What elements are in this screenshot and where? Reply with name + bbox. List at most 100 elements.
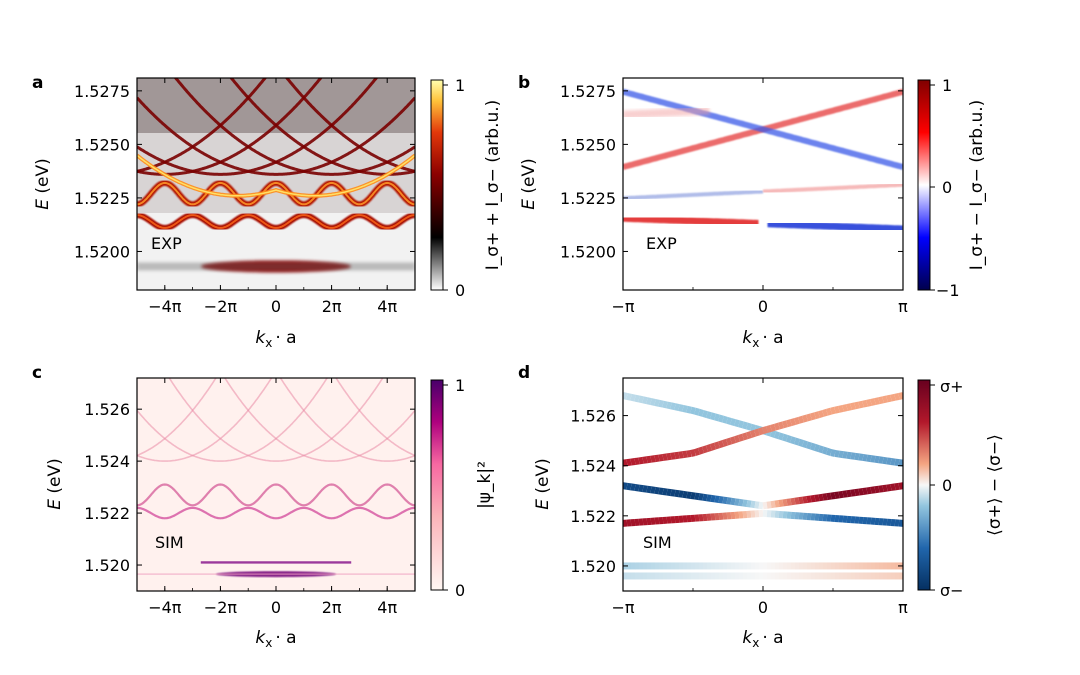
band-segment-2 <box>786 498 792 506</box>
band-segment-0 <box>874 455 880 464</box>
x-tick-label: 0 <box>758 297 768 316</box>
band-segment-0 <box>809 442 817 451</box>
band-segment-2 <box>623 482 628 490</box>
band-segment-0 <box>658 399 664 408</box>
band-3-left <box>623 189 764 201</box>
dispersive-band <box>137 96 415 176</box>
x-tick-label: 0 <box>271 297 281 316</box>
dispersive-band <box>137 78 268 173</box>
panel-d: d −π 0 π 1.520 1.522 1.524 1.526 SIM E (eV) kx… <box>518 363 1005 650</box>
band-segment-2 <box>758 501 764 510</box>
band-segment-2 <box>658 487 664 495</box>
band-segment-0 <box>834 449 840 458</box>
band-segment-0 <box>777 432 785 441</box>
flat-band-tail <box>137 262 415 271</box>
band-segment-2 <box>846 489 852 498</box>
panel-c-colorbar <box>430 379 444 591</box>
band-segment-2 <box>762 501 768 510</box>
band-segment-1 <box>810 412 816 421</box>
band-segment-1 <box>770 423 776 432</box>
band-segment-2 <box>738 498 744 507</box>
panel-a-heatmap <box>137 78 415 290</box>
panel-b-cbar-tick-max: 1 <box>942 76 952 95</box>
panel-b-heatmap <box>623 78 903 290</box>
band-segment-0 <box>726 416 732 425</box>
x-tick-label: −2π <box>204 297 238 316</box>
band-segment-1 <box>766 424 772 433</box>
y-tick-label: 1.526 <box>84 400 130 419</box>
y-tick-label: 1.5225 <box>74 189 130 208</box>
band-segment-2 <box>778 499 784 507</box>
x-tick-label: −4π <box>148 297 182 316</box>
band-segment-1 <box>898 392 903 400</box>
band-segment-2 <box>754 501 760 509</box>
band-segment-1 <box>678 451 684 459</box>
band-segment-0 <box>821 446 829 455</box>
band-segment-1 <box>741 432 749 441</box>
band-segment-1 <box>814 411 820 420</box>
band-segment-2 <box>726 497 732 505</box>
band-segment-1 <box>674 451 680 460</box>
band-segment-2 <box>734 498 740 506</box>
band-segment-2 <box>626 482 632 491</box>
band-segment-1 <box>690 449 696 457</box>
band-segment-2 <box>794 497 800 505</box>
band-segment-0 <box>801 440 809 449</box>
band-segment-0 <box>678 404 684 412</box>
band-segment-2 <box>714 495 720 503</box>
y-tick-label: 1.520 <box>84 556 130 575</box>
band-segment-1 <box>638 456 644 465</box>
band-segment-1 <box>705 444 713 452</box>
y-tick-label: 1.5200 <box>74 242 130 261</box>
x-tick-label: 0 <box>758 598 768 617</box>
band-segment-0 <box>793 437 801 446</box>
band-segment-2 <box>774 500 780 508</box>
band-segment-2 <box>706 494 712 502</box>
sim-dispersive-band <box>168 378 384 462</box>
band-segment-1 <box>834 405 840 414</box>
band-segment-1 <box>670 452 676 460</box>
band-segment-1 <box>802 414 808 423</box>
band-segment-0 <box>670 402 676 411</box>
panel-c-ylabel: E (eV) <box>45 458 65 510</box>
band-segment-2 <box>742 499 748 507</box>
band-segment-0 <box>722 415 728 424</box>
band-segment-1 <box>662 453 668 461</box>
x-tick-label: π <box>898 297 908 316</box>
band-segment-2 <box>890 483 896 491</box>
band-segment-0 <box>734 419 740 428</box>
band-segment-2 <box>814 494 820 502</box>
band-segment-1 <box>890 393 896 402</box>
band-segment-2 <box>642 485 648 493</box>
band-segment-1 <box>630 458 636 466</box>
band-segment-0 <box>862 454 868 462</box>
band-segment-2 <box>674 489 680 498</box>
band-segment-1 <box>854 401 860 410</box>
band-segment-0 <box>846 451 852 460</box>
y-tick-label: 1.5225 <box>560 189 616 208</box>
y-tick-label: 1.524 <box>570 457 616 476</box>
band-segment-2 <box>702 493 708 502</box>
y-tick-label: 1.524 <box>84 452 130 471</box>
band-segment-2 <box>830 492 836 500</box>
band-segment-2 <box>666 488 672 497</box>
band-segment-1 <box>858 400 864 409</box>
band-segment-1 <box>642 456 648 464</box>
panel-a-letter: a <box>32 73 43 93</box>
band-segment-1 <box>713 441 721 450</box>
panel-d-inset-label: SIM <box>643 533 672 552</box>
panel-c-letter: c <box>32 363 42 383</box>
band-segment-0 <box>894 458 900 467</box>
sim-dispersive-band <box>137 378 273 462</box>
band-segment-1 <box>749 429 757 438</box>
band-segment-2 <box>766 501 772 509</box>
band-segment-2 <box>802 496 808 504</box>
panel-b-ylabel: E (eV) <box>519 158 539 210</box>
band-segment-0 <box>750 423 756 432</box>
band-segment-1 <box>786 419 792 428</box>
band-segment-1 <box>650 455 656 463</box>
band-segment-1 <box>721 438 729 447</box>
band-segment-2 <box>898 482 903 490</box>
band-segment-0 <box>686 405 692 414</box>
x-tick-label: 2π <box>322 297 342 316</box>
